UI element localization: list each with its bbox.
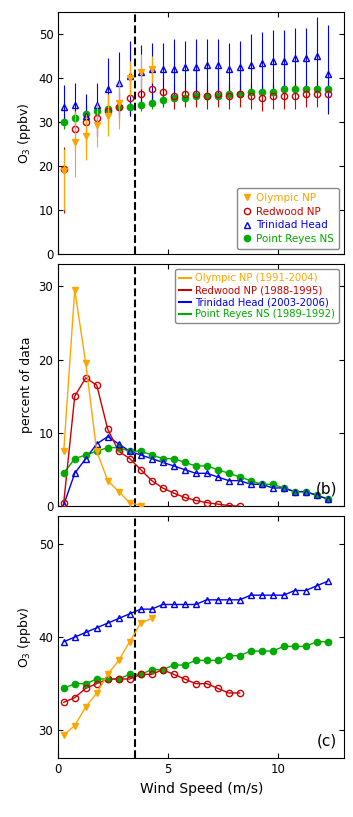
Y-axis label: O$_3$ (ppbv): O$_3$ (ppbv) bbox=[16, 606, 33, 668]
Text: (b): (b) bbox=[316, 481, 337, 497]
Y-axis label: percent of data: percent of data bbox=[20, 337, 33, 434]
Legend: Olympic NP (1991-2004), Redwood NP (1988-1995), Trinidad Head (2003-2006), Point: Olympic NP (1991-2004), Redwood NP (1988… bbox=[175, 269, 339, 324]
Text: (a): (a) bbox=[316, 230, 337, 245]
X-axis label: Wind Speed (m/s): Wind Speed (m/s) bbox=[139, 782, 263, 796]
Text: (c): (c) bbox=[317, 734, 337, 748]
Y-axis label: O$_3$ (ppbv): O$_3$ (ppbv) bbox=[16, 102, 33, 164]
Legend: Olympic NP, Redwood NP, Trinidad Head, Point Reyes NS: Olympic NP, Redwood NP, Trinidad Head, P… bbox=[237, 188, 339, 249]
